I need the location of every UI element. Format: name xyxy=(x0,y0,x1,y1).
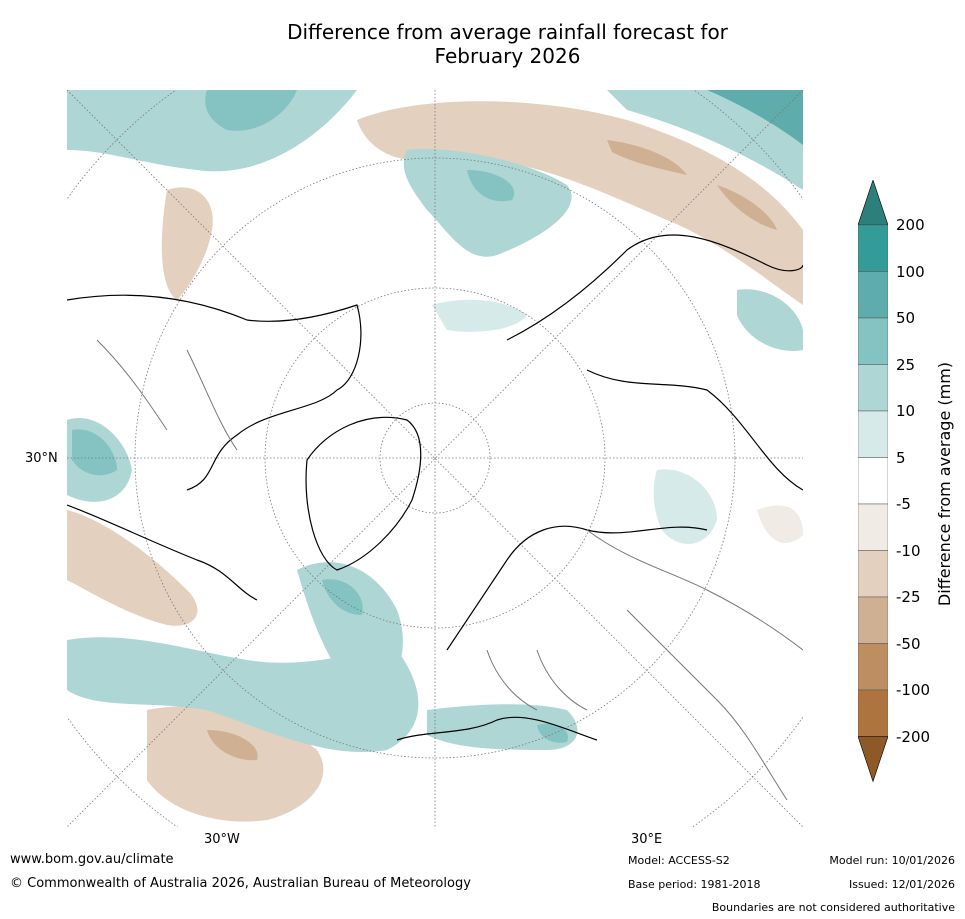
colorbar-block-b10_25 xyxy=(858,364,888,412)
colorbar-block-b5_10 xyxy=(858,410,888,458)
dry-region-lower-left xyxy=(67,510,198,626)
map-title: Difference from average rainfall forecas… xyxy=(180,20,835,68)
wet-region-asia-east xyxy=(653,469,717,544)
colorbar-tick-label: 200 xyxy=(896,216,925,234)
footer-copyright: © Commonwealth of Australia 2026, Austra… xyxy=(10,876,471,891)
dry-region-north-atlantic-inner xyxy=(607,140,777,230)
colorbar-tick-label: 5 xyxy=(896,448,906,467)
dry-region-east xyxy=(757,505,803,543)
colorbar-title: Difference from average (mm) xyxy=(935,361,954,607)
wet-region-mediterranean xyxy=(427,704,578,750)
coastline-greenland xyxy=(305,416,422,571)
wet-region-north-atlantic-south xyxy=(67,637,419,752)
wet-region-greenland-sea xyxy=(297,562,403,700)
wet-region-greenland-sea-inner xyxy=(322,579,363,615)
colorbar-tick-label: 25 xyxy=(896,355,916,374)
colorbar-block-b50_100 xyxy=(858,271,888,319)
colorbar-tick-label: 100 xyxy=(896,262,925,281)
colorbar-block-bm50_m25 xyxy=(858,596,888,644)
colorbar-tick-label: -5 xyxy=(896,495,911,513)
colorbar-tick-label: 10 xyxy=(896,402,916,420)
boundary-north-america xyxy=(96,339,238,451)
wet-region-central-north xyxy=(403,149,572,257)
coastline-north-atlantic-canada xyxy=(67,504,258,601)
colorbar-blocks xyxy=(858,180,888,783)
footer-disclaimer: Boundaries are not considered authoritat… xyxy=(711,901,955,914)
footer-model-run: Model run: 10/01/2026 xyxy=(829,854,955,867)
coastline-north-america-arctic xyxy=(67,294,362,491)
colorbar-tick-label: -10 xyxy=(896,541,921,560)
colorbar-tick-label: -50 xyxy=(896,634,921,653)
wet-region-north-top-right xyxy=(607,90,803,190)
coastlines xyxy=(67,234,803,741)
colorbar-extend-top xyxy=(858,180,888,226)
longitude-label-30w: 30°W xyxy=(204,832,240,847)
dry-region-bottom-left-inner xyxy=(207,730,258,761)
wet-region-central-north-inner xyxy=(467,170,515,202)
wet-region-east-coast-asia xyxy=(737,289,803,351)
title-line-2: February 2026 xyxy=(434,44,581,68)
colorbar-block-b25_50 xyxy=(858,317,888,365)
coastline-scandinavia-europe xyxy=(446,525,708,651)
title-line-1: Difference from average rainfall forecas… xyxy=(287,20,728,44)
colorbar-block-bm200_m100 xyxy=(858,689,888,737)
footer-issued: Issued: 12/01/2026 xyxy=(848,878,955,891)
colorbar-block-neutral xyxy=(858,457,888,505)
coastline-siberia xyxy=(506,234,803,341)
colorbar-tick-label: 50 xyxy=(896,309,916,327)
latitude-label-30n: 30°N xyxy=(25,451,58,466)
map-canvas xyxy=(67,90,803,827)
longitude-label-30e: 30°E xyxy=(631,832,663,847)
boundary-europe xyxy=(486,649,588,711)
colorbar-block-bm100_m50 xyxy=(858,643,888,691)
footer-base-period: Base period: 1981-2018 xyxy=(628,878,761,891)
coastline-mediterranean xyxy=(396,716,598,741)
graticule xyxy=(67,90,803,827)
wet-region-europe-north xyxy=(432,299,527,332)
colorbar-block-bm25_m10 xyxy=(858,550,888,598)
dry-region-north-atlantic-top xyxy=(357,101,803,305)
boundary-russia-south xyxy=(586,529,803,651)
colorbar-tick-label: -200 xyxy=(896,727,931,746)
footer-website: www.bom.gov.au/climate xyxy=(10,852,174,867)
colorbar-tick-label: -100 xyxy=(896,681,931,699)
wet-region-north-top-right-inner xyxy=(707,90,803,145)
latitude-circle-60 xyxy=(264,287,606,629)
coastline-asia-east xyxy=(586,369,803,491)
colorbar-tick-label: -25 xyxy=(896,588,921,606)
country-boundaries xyxy=(96,339,803,801)
colorbar-block-b100_200 xyxy=(858,224,888,272)
dry-region-pacific-west xyxy=(161,187,213,300)
colorbar xyxy=(858,180,888,783)
boundary-central-asia xyxy=(626,609,788,801)
wet-anomaly-regions xyxy=(67,90,803,752)
colorbar-block-bm10_m5 xyxy=(858,503,888,551)
colorbar-extend-bottom xyxy=(858,736,888,783)
wet-region-atlantic-west-inner xyxy=(72,429,117,476)
wet-region-north-top-left xyxy=(67,90,357,172)
wet-region-north-top-left-inner xyxy=(205,90,297,131)
rainfall-anomaly-map xyxy=(67,90,803,827)
wet-region-mediterranean-east xyxy=(537,723,568,743)
footer-model: Model: ACCESS-S2 xyxy=(628,854,730,867)
